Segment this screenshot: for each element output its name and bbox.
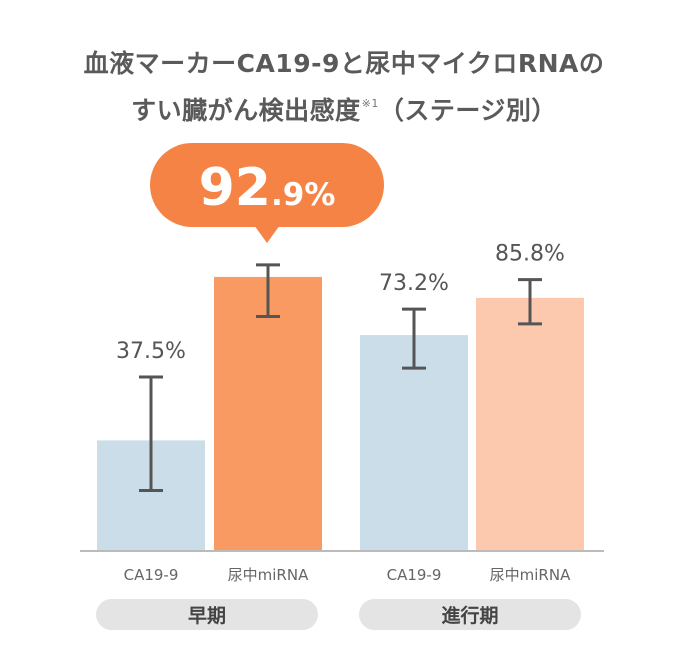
highlight-value: 92.9% xyxy=(199,158,336,218)
footnote-mark: ※1 xyxy=(361,97,379,110)
bar-1-2 xyxy=(214,276,322,551)
value-label: 85.8% xyxy=(495,242,565,267)
category-label: 尿中miRNA xyxy=(490,566,571,584)
title-text-1: 血液マーカーCA19-9と尿中マイクロRNAの xyxy=(83,49,605,78)
bar-2-1 xyxy=(360,335,468,551)
category-label: CA19-9 xyxy=(124,566,179,584)
group-label: 早期 xyxy=(188,605,226,627)
chart-title-line1: 血液マーカーCA19-9と尿中マイクロRNAの xyxy=(0,44,688,80)
bar-2-2 xyxy=(476,297,584,551)
highlight-integer: 92 xyxy=(199,158,271,218)
value-label: 73.2% xyxy=(379,271,449,296)
title-suffix: （ステージ別） xyxy=(378,96,557,125)
category-label: 尿中miRNA xyxy=(228,566,309,584)
highlight-callout xyxy=(150,143,384,227)
group-pill xyxy=(359,599,581,630)
title-text-2: すい臓がん検出感度 xyxy=(131,96,361,125)
highlight-decimal: .9% xyxy=(271,177,335,213)
value-label: 37.5% xyxy=(116,339,186,364)
chart-title-line2: すい臓がん検出感度※1（ステージ別） xyxy=(0,91,688,127)
group-pill xyxy=(96,599,318,630)
callout-pointer xyxy=(254,225,280,243)
category-label: CA19-9 xyxy=(387,566,442,584)
group-label: 進行期 xyxy=(441,604,498,627)
